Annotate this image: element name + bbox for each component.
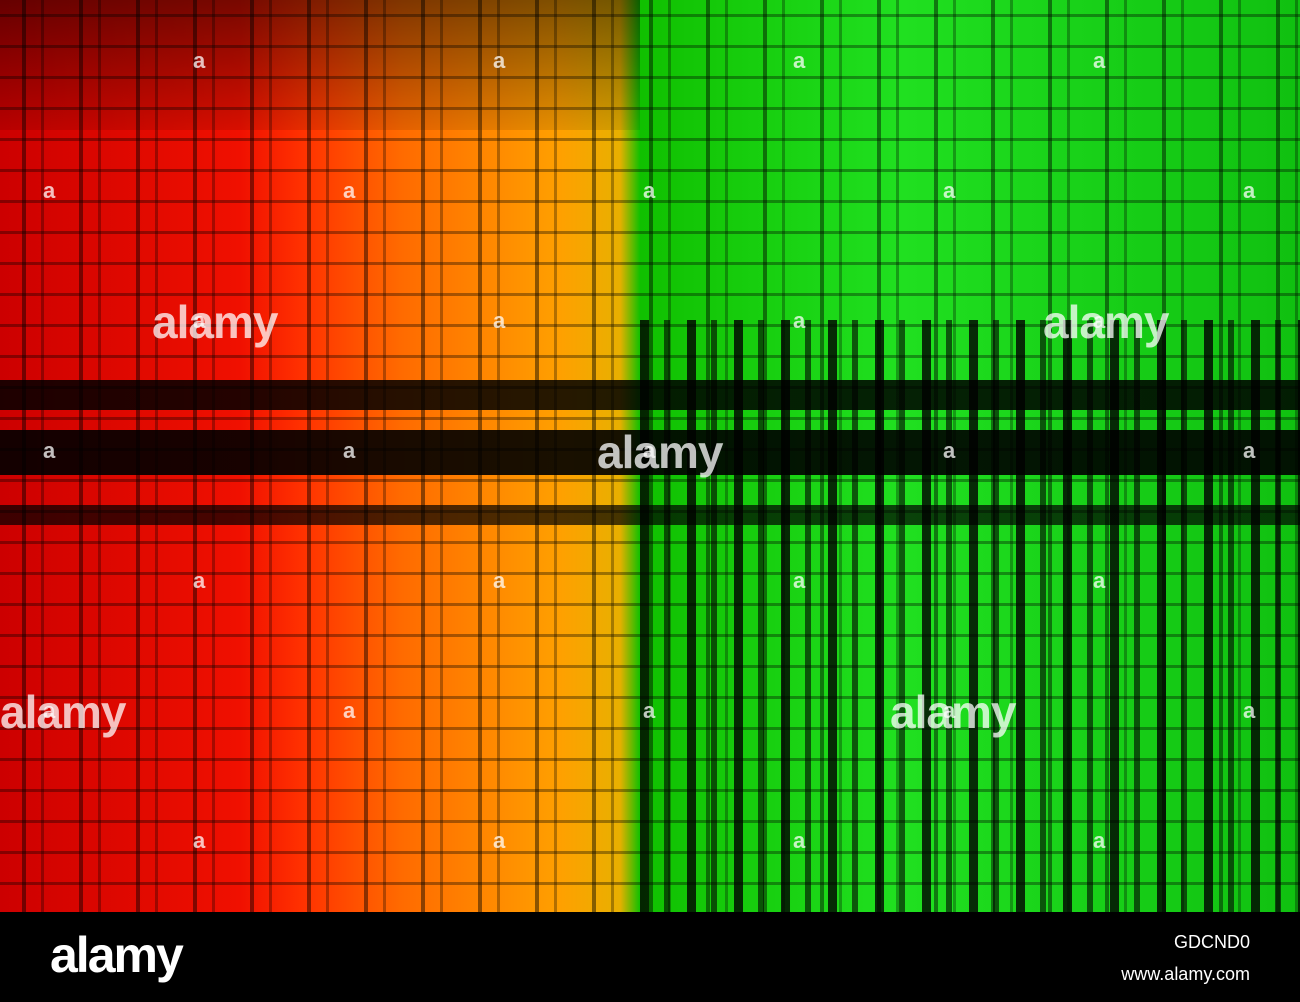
watermark: a <box>493 308 506 333</box>
watermark: a <box>943 178 956 203</box>
logo: alamy <box>50 927 184 983</box>
footer: alamy GDCND0 www.alamy.com <box>0 912 1300 1002</box>
watermark: a <box>643 698 656 723</box>
watermark: a <box>493 48 506 73</box>
watermark: alamy <box>597 426 723 478</box>
watermark: a <box>1093 828 1106 853</box>
watermark: a <box>43 698 56 723</box>
watermark: a <box>43 178 56 203</box>
watermark: alamy <box>0 686 126 738</box>
watermark: a <box>793 308 806 333</box>
watermark: alamy <box>890 686 1016 738</box>
watermark: a <box>1243 178 1256 203</box>
shade <box>0 0 640 130</box>
watermark: a <box>193 568 206 593</box>
watermark: a <box>493 828 506 853</box>
shade <box>640 320 1300 912</box>
url: www.alamy.com <box>1121 964 1250 984</box>
watermark: a <box>643 178 656 203</box>
watermark: a <box>493 568 506 593</box>
watermark: a <box>43 438 56 463</box>
watermark: a <box>943 698 956 723</box>
watermark: a <box>193 308 206 333</box>
watermark: alamy <box>152 296 278 348</box>
watermark: a <box>1243 698 1256 723</box>
watermark: a <box>643 438 656 463</box>
watermark: a <box>793 48 806 73</box>
watermark: a <box>793 568 806 593</box>
watermark: a <box>193 828 206 853</box>
watermark: a <box>943 438 956 463</box>
watermark: a <box>1093 568 1106 593</box>
watermark: a <box>793 828 806 853</box>
watermark: a <box>1093 48 1106 73</box>
abstract-plaid-image: alamy alamy alamy alamy alamy a a a a a a a a a a a a a a a… <box>0 0 1300 912</box>
watermark: a <box>343 178 356 203</box>
image-id: GDCND0 <box>1173 932 1250 952</box>
watermark: a <box>1093 308 1106 333</box>
watermark: a <box>343 438 356 463</box>
watermark: a <box>193 48 206 73</box>
watermark: a <box>343 698 356 723</box>
watermark: a <box>1243 438 1256 463</box>
watermark: alamy <box>1043 296 1169 348</box>
